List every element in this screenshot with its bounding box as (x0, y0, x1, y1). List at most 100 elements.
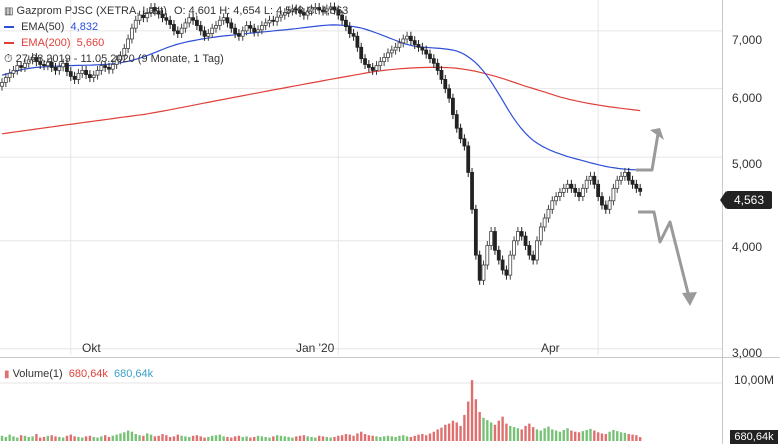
candle-body (301, 12, 306, 16)
volume-bar (562, 429, 565, 441)
ema200-legend[interactable]: EMA(200) 5,660 (4, 36, 104, 50)
candle-body (458, 127, 463, 140)
volume-bar (432, 431, 436, 441)
down-arrow-path (638, 210, 691, 298)
candle-body (569, 183, 574, 189)
volume-bar (241, 436, 244, 441)
volume-bar (604, 434, 607, 441)
candle-body (26, 59, 31, 64)
volume-bar (111, 435, 115, 441)
candle-body (554, 196, 559, 202)
volume-bar (509, 425, 512, 441)
volume-bar (581, 431, 585, 441)
candle-body (600, 196, 604, 206)
volume-bar (363, 434, 367, 441)
candle-body (615, 179, 620, 189)
candle-body (519, 231, 524, 237)
candle-body (57, 66, 62, 71)
volume-legend[interactable]: ▮ Volume(1) 680,64k 680,64k (4, 367, 153, 382)
volume-bar (356, 433, 359, 441)
volume-bar (379, 436, 382, 441)
candle-body (523, 235, 528, 246)
volume-bar (405, 436, 409, 441)
candle-body (366, 64, 371, 68)
volume-bar (226, 436, 229, 441)
volume-bar (73, 436, 76, 441)
candle-body (149, 7, 153, 13)
volume-bar (486, 420, 489, 441)
candle-body (286, 10, 291, 13)
clock-icon: ⏱ (4, 53, 13, 65)
date-range-text: 27.08.2019 - 11.05.2020 (9 Monate, 1 Tag… (15, 53, 224, 65)
candle-body (256, 29, 260, 33)
volume-bar (210, 435, 214, 441)
candle-body (15, 65, 20, 71)
candle-body (65, 62, 69, 72)
candle-body (424, 49, 429, 55)
ema50-value: 4,832 (70, 21, 99, 33)
candle-body (252, 27, 257, 33)
candle-body (500, 259, 505, 271)
candle-body (45, 61, 50, 67)
volume-bar (631, 434, 634, 441)
volume-bar (222, 436, 225, 441)
volume-bar (168, 436, 172, 441)
candle-body (626, 171, 631, 181)
ema50-legend[interactable]: EMA(50) 4,832 (4, 20, 98, 34)
volume-bar (535, 429, 539, 441)
volume-bar (402, 435, 405, 441)
candle-body (152, 7, 157, 12)
candle-body (164, 17, 169, 21)
volume-bar (467, 401, 470, 441)
volume-bar (275, 435, 279, 441)
candle-body (370, 67, 375, 71)
down-arrow-head (682, 292, 697, 306)
volume-bar (58, 436, 61, 441)
candle-body (172, 24, 176, 32)
volume-bar (134, 434, 137, 441)
volume-bar (627, 434, 630, 441)
volume-bar (619, 432, 623, 441)
candle-body (324, 8, 329, 12)
date-range: ⏱ 27.08.2019 - 11.05.2020 (9 Monate, 1 T… (4, 52, 224, 66)
y-tick-5000: 5,000 (731, 157, 762, 171)
ema50-label: EMA(50) (21, 21, 65, 33)
volume-bar (321, 436, 325, 441)
volume-bar (172, 436, 176, 441)
candle-body (7, 72, 12, 78)
volume-bar (23, 435, 27, 441)
volume-bar (35, 434, 38, 441)
volume-bar (489, 422, 493, 441)
candle-body (428, 53, 432, 60)
volume-bar (367, 435, 371, 441)
ema200-label: EMA(200) (21, 37, 71, 49)
volume-bar (547, 426, 550, 441)
candle-body (416, 44, 421, 48)
candle-body (580, 187, 585, 197)
volume-bar (371, 435, 374, 441)
ohlc-values: O: 4,601 H: 4,654 L: 4,548 C: 4,563 (173, 5, 349, 17)
candle-body (313, 7, 318, 10)
candle-body (565, 183, 570, 189)
candle-body (393, 46, 398, 51)
candle-body (187, 17, 192, 24)
volume-bar (593, 430, 596, 441)
candle-body (630, 179, 635, 185)
candle-body (389, 49, 394, 54)
volume-bar (375, 436, 378, 441)
candle-body (527, 245, 532, 256)
candle-body (577, 192, 581, 197)
volume-bar (566, 428, 569, 441)
volume-bar (19, 435, 23, 441)
volume-bar (77, 436, 80, 441)
volume-bar (39, 437, 42, 441)
volume-bar (283, 436, 286, 441)
volume-bar (27, 436, 30, 441)
candle-body (408, 35, 413, 42)
x-tick-okt: Okt (82, 341, 101, 355)
candle-body (382, 57, 387, 62)
x-tick-jan: Jan '20 (296, 341, 335, 355)
candle-body (298, 9, 302, 13)
candle-body (462, 138, 467, 147)
